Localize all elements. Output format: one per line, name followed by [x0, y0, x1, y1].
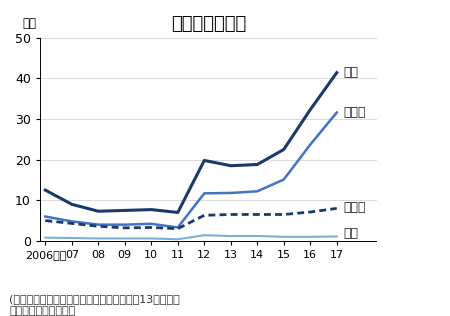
Text: 合計: 合計: [343, 66, 358, 79]
Title: いじめ認知件数: いじめ認知件数: [171, 15, 246, 33]
Text: 高校: 高校: [343, 227, 358, 240]
Text: 万件: 万件: [22, 17, 36, 30]
Text: (注）合計には特別支援学校を含む。高校は13年度から
　　通信制課程も含む: (注）合計には特別支援学校を含む。高校は13年度から 通信制課程も含む: [9, 295, 180, 316]
Text: 小学校: 小学校: [343, 106, 366, 119]
Text: 中学校: 中学校: [343, 201, 366, 214]
